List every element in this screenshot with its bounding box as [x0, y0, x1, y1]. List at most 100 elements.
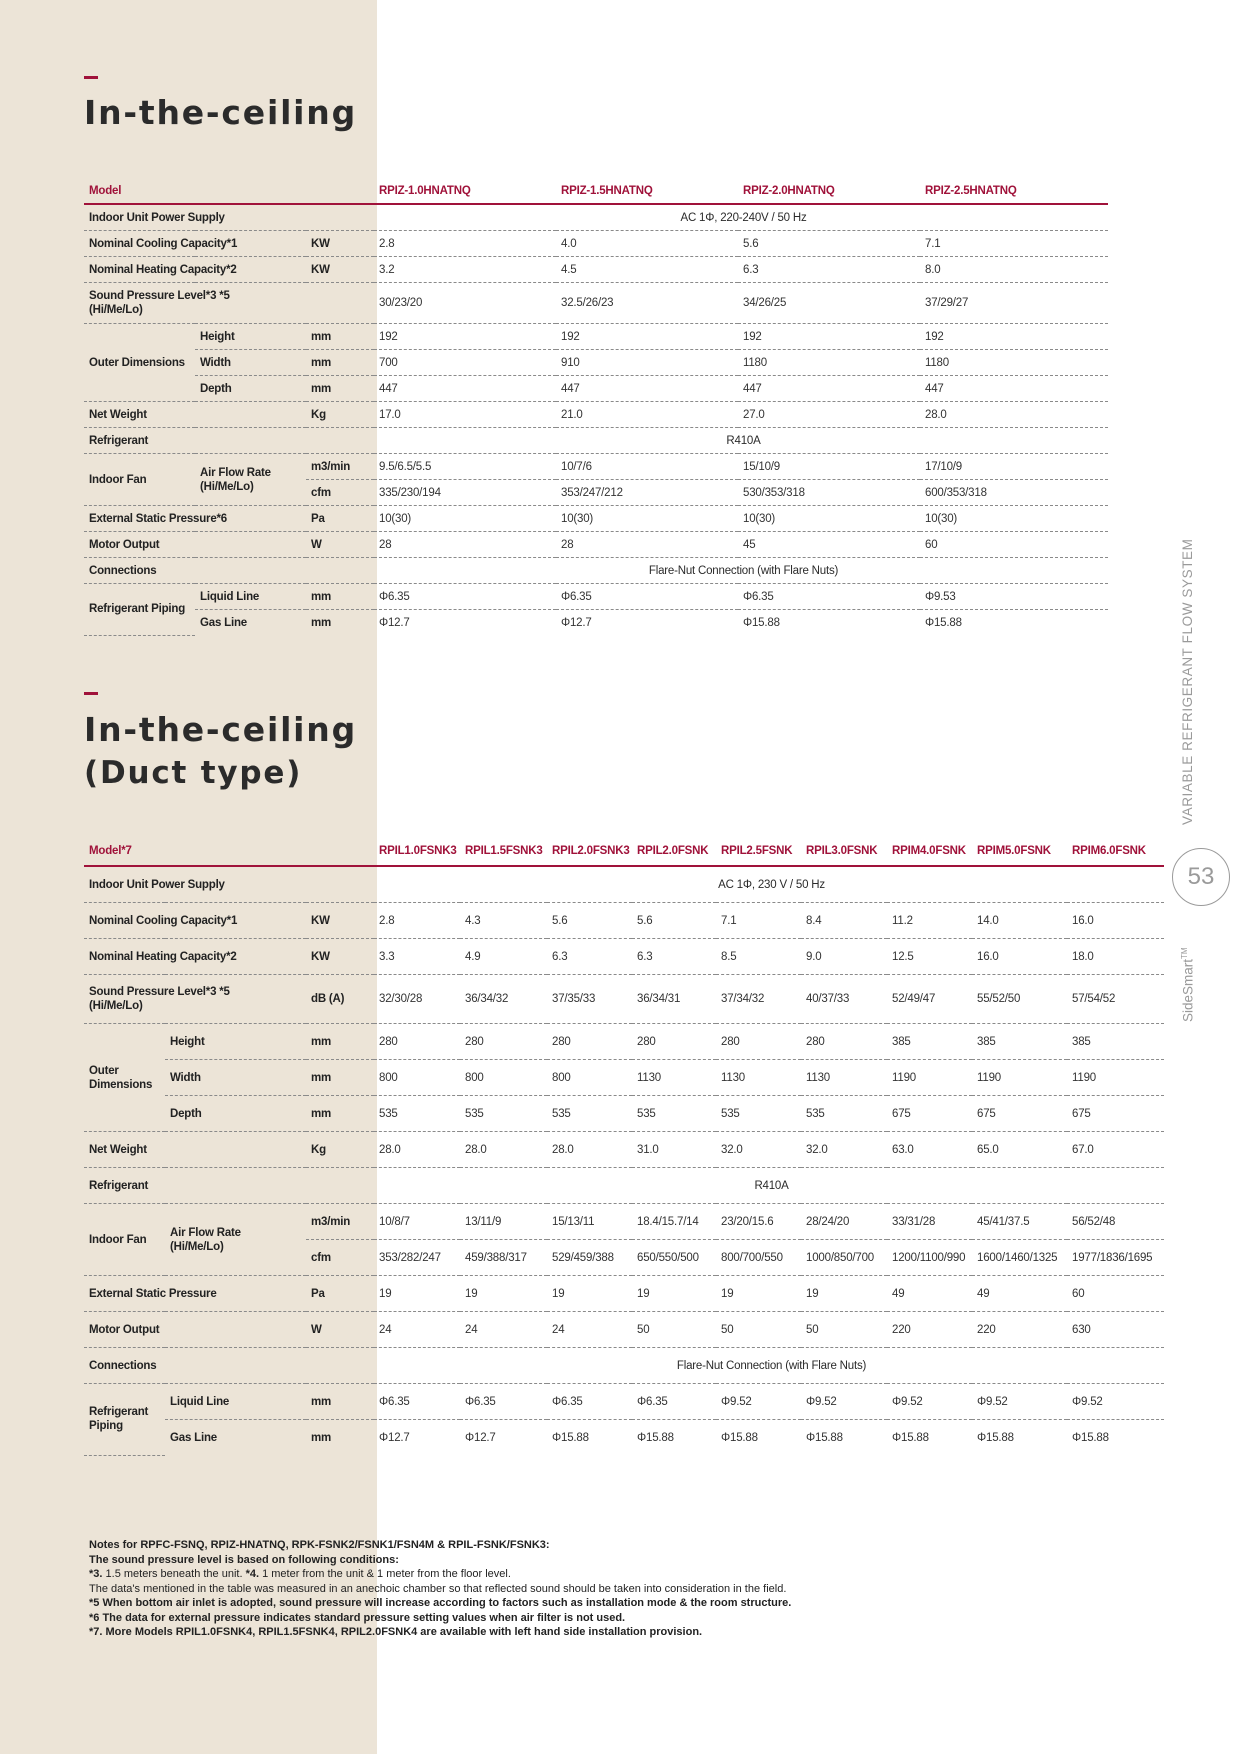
row-unit: Pa	[306, 505, 375, 532]
cell: 52/49/47	[887, 974, 973, 1024]
cell: 447	[738, 375, 921, 402]
cell: 280	[460, 1023, 548, 1060]
row-sublabel: Liquid Line	[165, 1383, 306, 1420]
cell: 535	[374, 1095, 461, 1132]
cell: 28	[374, 531, 557, 558]
cell: Φ9.52	[716, 1383, 802, 1420]
cell: 32.5/26/23	[556, 282, 739, 324]
table-row-airflow-m3: Indoor Fan Air Flow Rate (Hi/Me/Lo) m3/m…	[84, 1203, 1165, 1276]
cell: 6.3	[738, 256, 921, 283]
row-unit: W	[306, 1311, 375, 1348]
table-row-refrigerant: Refrigerant R410A	[84, 1167, 1165, 1204]
row-sublabel-air-flow: Air Flow Rate (Hi/Me/Lo)	[195, 453, 306, 506]
row-unit: Kg	[306, 1131, 375, 1168]
cell: Φ6.35	[374, 1383, 461, 1420]
cell: 385	[972, 1023, 1068, 1060]
cell: Φ9.52	[972, 1383, 1068, 1420]
cell: 7.1	[920, 230, 1109, 257]
row-unit: cfm	[306, 1239, 375, 1276]
spec-table-in-the-ceiling: Model RPIZ-1.0HNATNQ RPIZ-1.5HNATNQ RPIZ…	[84, 178, 1109, 636]
row-label: Motor Output	[84, 531, 306, 558]
cell: Φ12.7	[379, 616, 410, 629]
cell: Φ15.88	[637, 1431, 674, 1444]
cell: 36/34/31	[632, 974, 717, 1024]
header-model-8: RPIM5.0FSNK	[972, 836, 1068, 867]
header-model: Model	[84, 178, 375, 205]
cell: 385	[1067, 1023, 1165, 1060]
cell: 535	[801, 1095, 888, 1132]
cell: 650/550/500	[632, 1239, 717, 1276]
cell: 1180	[920, 349, 1109, 376]
cell: 24	[460, 1311, 548, 1348]
cell: 459/388/317	[460, 1239, 548, 1276]
cell: Φ6.35	[460, 1383, 548, 1420]
row-label-refrigerant-piping: Refrigerant Piping	[84, 583, 195, 636]
page-number: 53	[1172, 848, 1230, 906]
row-unit: m3/min	[306, 1203, 375, 1240]
row-sublabel: Height	[165, 1023, 306, 1060]
note-4-text: 1 meter from the unit & 1 meter from the…	[259, 1568, 511, 1580]
cell: 5.6	[547, 902, 633, 939]
row-unit: mm	[311, 1431, 332, 1444]
cell: 280	[632, 1023, 717, 1060]
table-row-width: Width mm 700 910 1180 1180	[84, 349, 1109, 376]
cell: 353/247/212	[556, 479, 739, 506]
cell: Φ15.88	[552, 1431, 589, 1444]
table-row-airflow-cfm: cfm 353/282/247 459/388/317 529/459/388 …	[84, 1239, 1165, 1276]
cell: 21.0	[556, 401, 739, 428]
row-label: Refrigerant	[84, 1167, 375, 1204]
table-row-sound: Sound Pressure Level*3 *5 (Hi/Me/Lo) 30/…	[84, 282, 1109, 324]
cell: 18.0	[1067, 938, 1165, 975]
row-unit: KW	[306, 938, 375, 975]
header-model-1: RPIZ-1.0HNATNQ	[374, 178, 557, 205]
cell: 2.8	[374, 902, 461, 939]
row-label-refrigerant-piping: Refrigerant Piping	[84, 1383, 165, 1456]
cell: 675	[887, 1095, 973, 1132]
vertical-system-label: VARIABLE REFRIGERANT FLOW SYSTEM	[1180, 538, 1195, 826]
cell: 13/11/9	[460, 1203, 548, 1240]
cell: 675	[972, 1095, 1068, 1132]
cell: 33/31/28	[887, 1203, 973, 1240]
cell: 910	[556, 349, 739, 376]
note-3-marker: *3.	[89, 1568, 103, 1580]
table-row-liquid: Refrigerant Piping Liquid Line mm Φ6.35 …	[84, 583, 1109, 636]
cell: 27.0	[738, 401, 921, 428]
cell: 1977/1836/1695	[1067, 1239, 1165, 1276]
table-row-connections: Connections Flare-Nut Connection (with F…	[84, 1347, 1165, 1384]
cell: 8.5	[716, 938, 802, 975]
cell: 10(30)	[374, 505, 557, 532]
cell: 529/459/388	[547, 1239, 633, 1276]
row-unit: mm	[306, 1095, 375, 1132]
cell: 57/54/52	[1067, 974, 1165, 1024]
cell: Φ6.35	[738, 583, 921, 610]
cell: 28.0	[547, 1131, 633, 1168]
row-label: Indoor Unit Power Supply	[84, 866, 375, 903]
cell: 280	[547, 1023, 633, 1060]
header-model-3: RPIL2.0FSNK3	[547, 836, 633, 867]
table-row-esp: External Static Pressure Pa 19 19 19 19 …	[84, 1275, 1165, 1312]
row-unit: mm	[306, 375, 375, 402]
cell: 6.3	[632, 938, 717, 975]
table-row-depth: Depth mm 535 535 535 535 535 535 675 675…	[84, 1095, 1165, 1132]
row-label: Nominal Heating Capacity*2	[84, 256, 306, 283]
row-unit: Kg	[306, 401, 375, 428]
cell: 56/52/48	[1067, 1203, 1165, 1240]
cell: 28.0	[920, 401, 1109, 428]
row-label-outer-dimensions: Outer Dimensions	[84, 323, 195, 402]
row-unit: KW	[306, 902, 375, 939]
note-anechoic: The data's mentioned in the table was me…	[89, 1582, 787, 1595]
connections-value: Flare-Nut Connection (with Flare Nuts)	[374, 557, 1109, 584]
cell: 24	[374, 1311, 461, 1348]
cell: 28.0	[374, 1131, 461, 1168]
row-unit: mm	[306, 583, 375, 610]
row-label: Sound Pressure Level*3 *5 (Hi/Me/Lo)	[84, 974, 306, 1024]
note-conditions: The sound pressure level is based on fol…	[89, 1553, 399, 1566]
section1-accent-dash	[84, 76, 98, 79]
row-label: Nominal Cooling Capacity*1	[84, 902, 306, 939]
cell: 28	[556, 531, 739, 558]
cell: 675	[1067, 1095, 1165, 1132]
cell: 50	[801, 1311, 888, 1348]
table-row-weight: Net Weight Kg 28.0 28.0 28.0 31.0 32.0 3…	[84, 1131, 1165, 1168]
cell: 5.6	[738, 230, 921, 257]
row-label: Indoor Unit Power Supply	[84, 204, 375, 231]
